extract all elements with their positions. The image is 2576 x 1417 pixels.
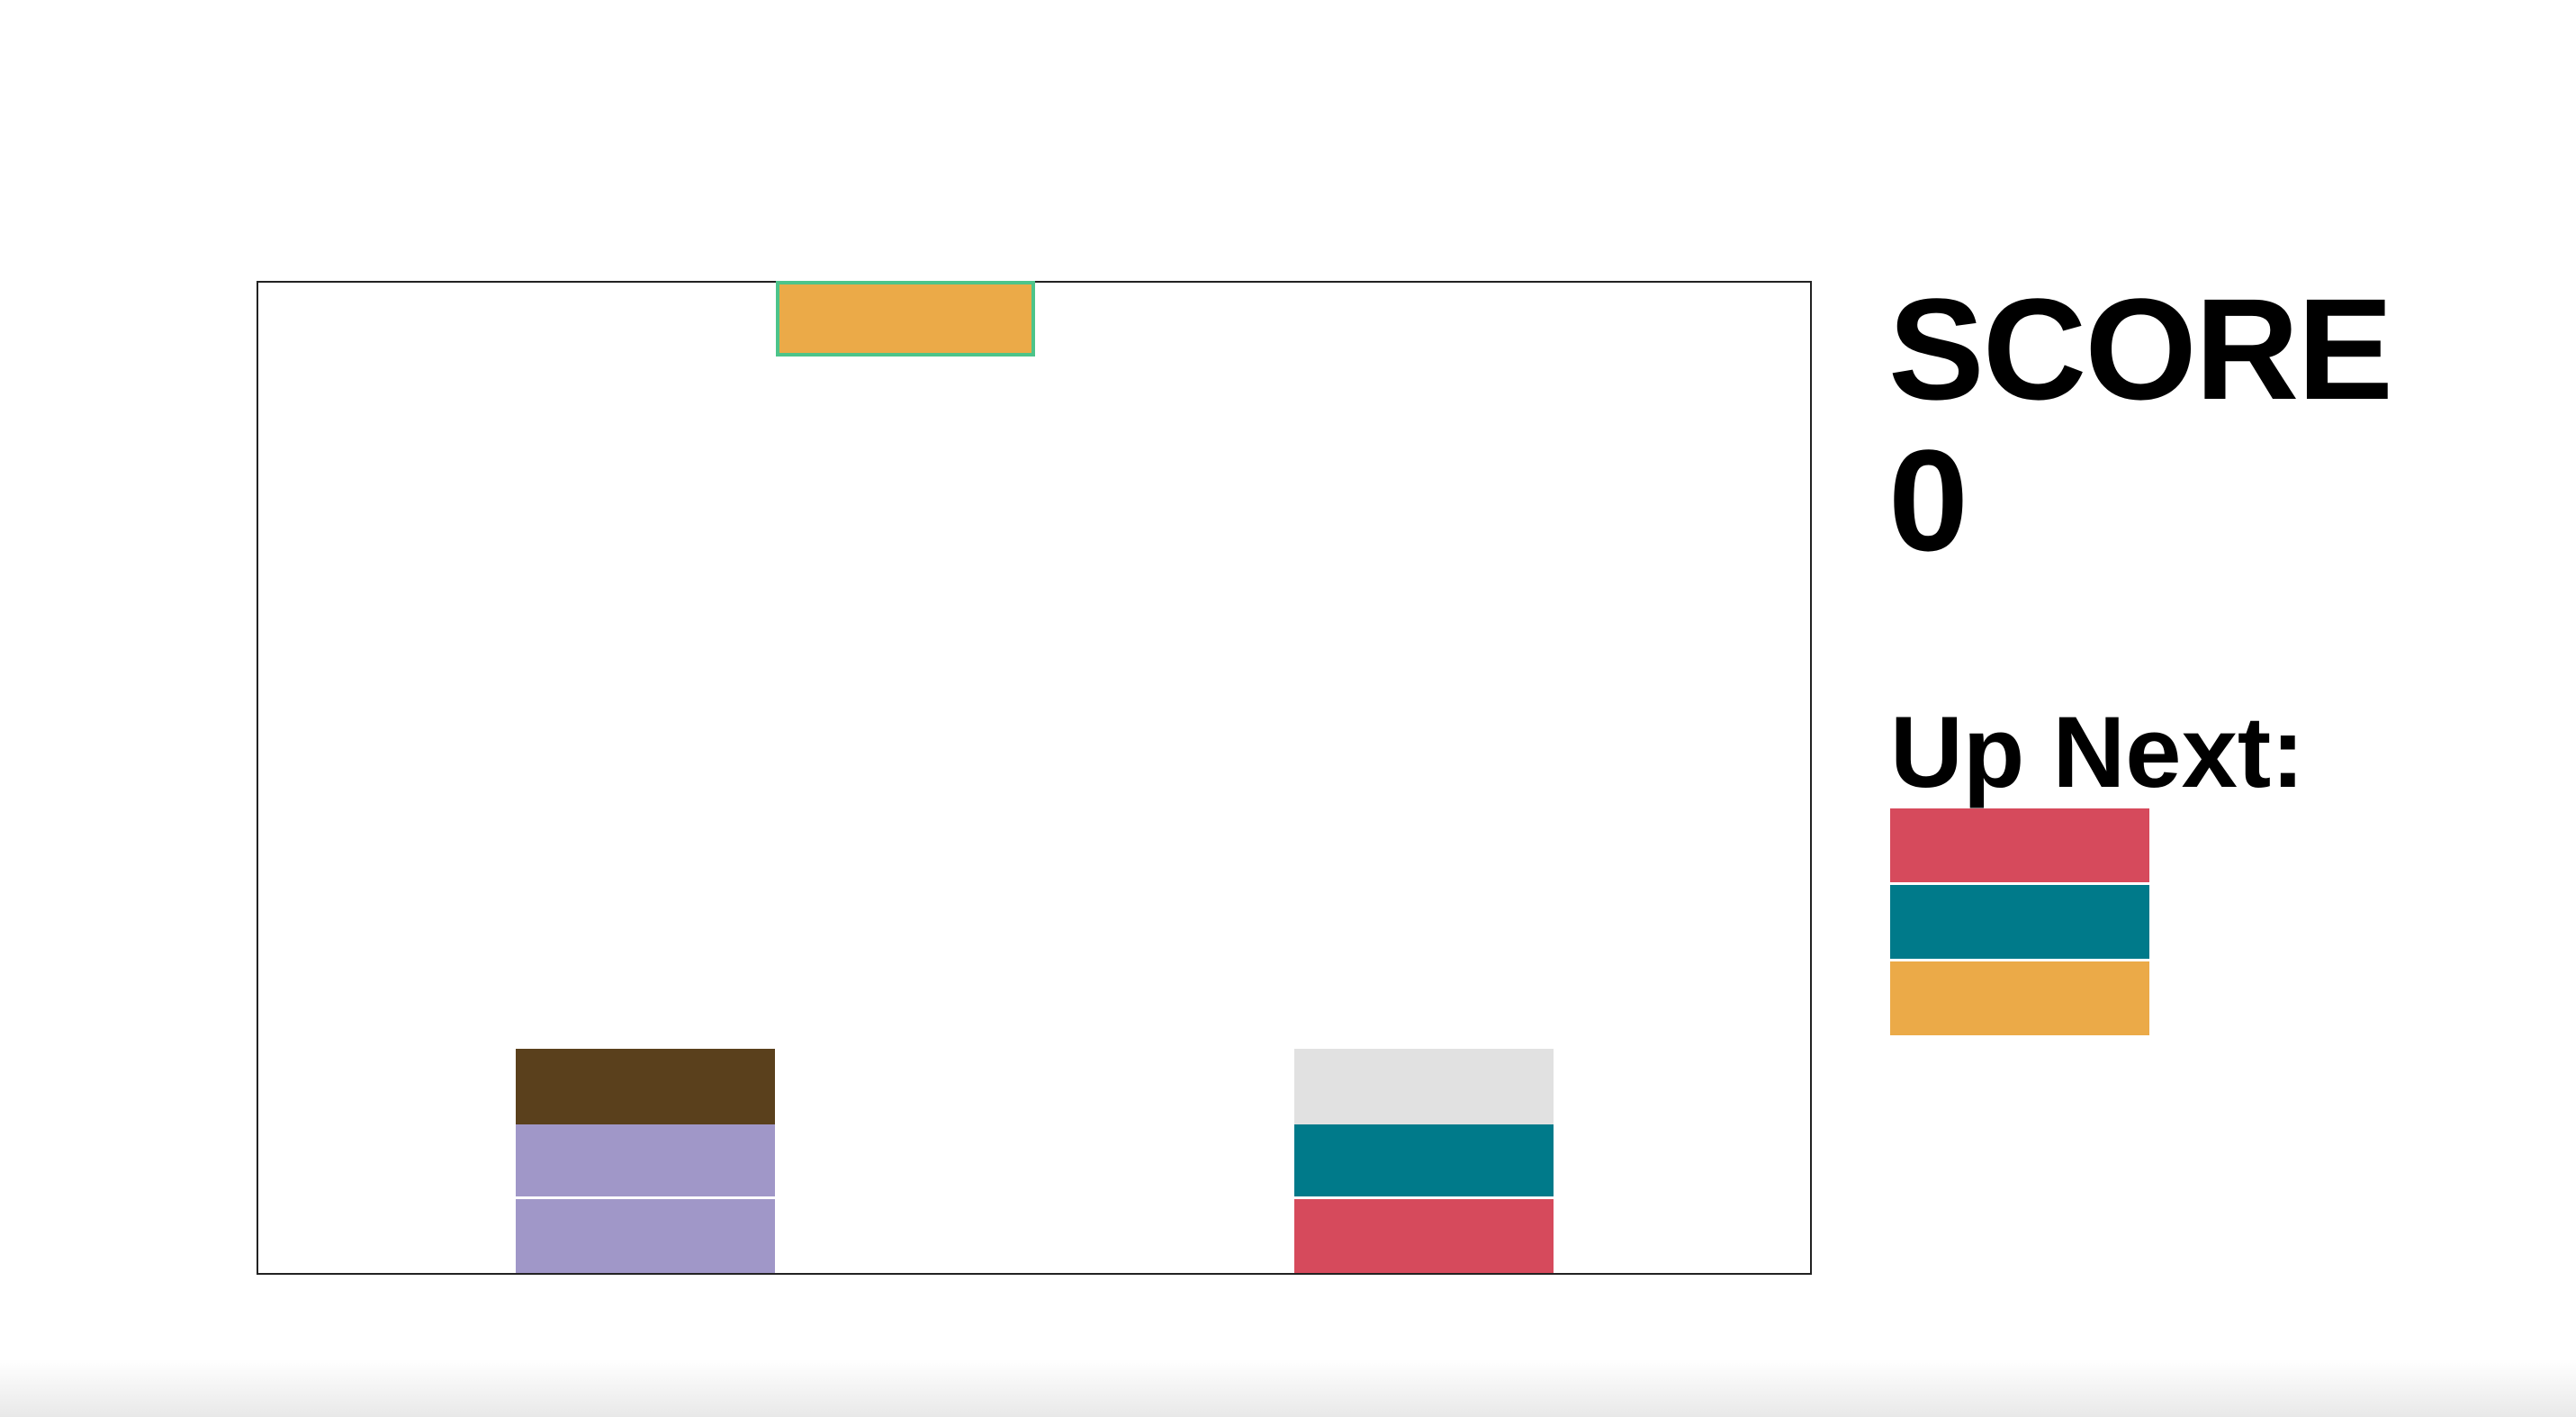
stack-right-block-2 bbox=[1294, 1124, 1554, 1199]
up-next-preview bbox=[1890, 808, 2149, 1035]
falling-block[interactable] bbox=[776, 281, 1035, 357]
stack-left-block-3 bbox=[516, 1199, 775, 1273]
stack-right-block-3 bbox=[1294, 1199, 1554, 1273]
up-next-block-3 bbox=[1890, 961, 2149, 1035]
up-next-block-1 bbox=[1890, 808, 2149, 885]
score-value: 0 bbox=[1888, 420, 1968, 581]
up-next-block-2 bbox=[1890, 885, 2149, 961]
game-board[interactable] bbox=[257, 281, 1812, 1275]
score-label: SCORE bbox=[1888, 268, 2393, 429]
up-next-label: Up Next: bbox=[1890, 696, 2305, 808]
stack-left-block-2 bbox=[516, 1124, 775, 1199]
stack-right-block-1 bbox=[1294, 1049, 1554, 1124]
window-bottom-shadow bbox=[0, 1359, 2576, 1417]
stack-left-block-1 bbox=[516, 1049, 775, 1124]
